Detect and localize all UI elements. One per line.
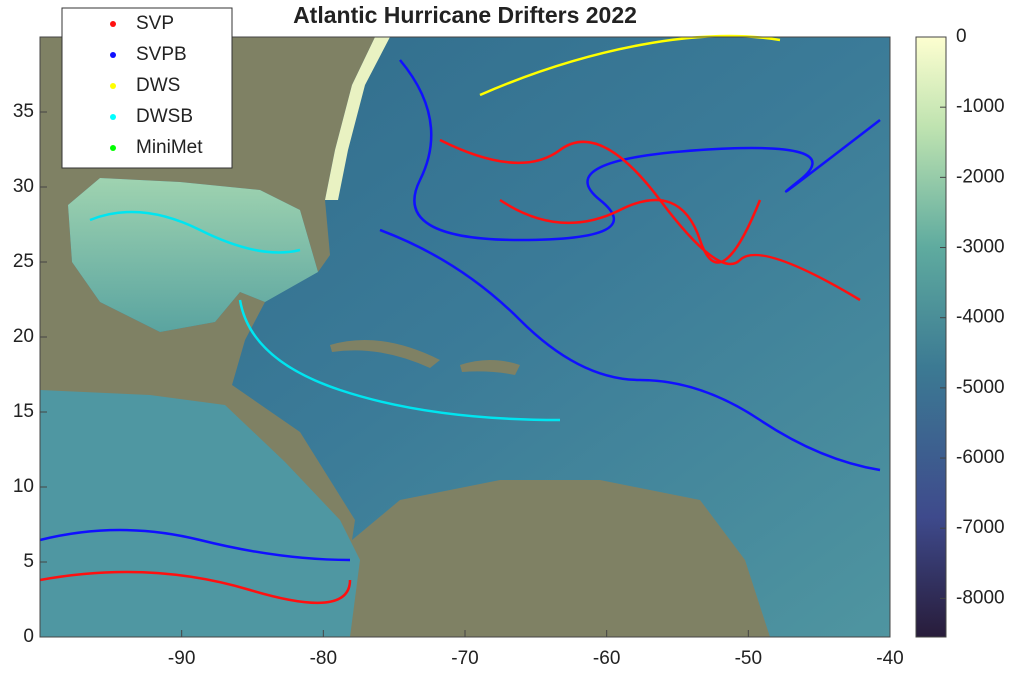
colorbar [915,36,947,638]
legend-marker [110,52,116,58]
y-tick-label: 10 [13,476,34,497]
track [399,59,881,242]
track [379,228,881,472]
y-tick-label: 0 [23,626,34,647]
colorbar-tick-label: -6000 [956,447,1005,468]
legend-label: MiniMet [136,137,203,158]
legend-label: SVP [136,13,174,34]
colorbar-tick-label: -4000 [956,307,1005,328]
track [479,34,781,97]
gulf-of-mexico [68,178,318,332]
legend-label: DWS [136,75,180,96]
track [39,528,351,562]
x-tick-label: -90 [168,648,195,669]
y-tick-label: 5 [23,551,34,572]
legend-marker [110,21,116,27]
x-tick-label: -60 [593,648,620,669]
y-tick-label: 35 [13,101,34,122]
legend-marker [110,83,116,89]
y-tick-label: 20 [13,326,34,347]
x-tick-label: -40 [876,648,903,669]
legend [61,7,233,169]
x-tick-label: -80 [310,648,337,669]
drifter-tracks [39,34,881,605]
cuba [330,340,440,368]
y-tick-label: 15 [13,401,34,422]
colorbar-tick-label: -1000 [956,96,1005,117]
colorbar-tick-label: 0 [956,26,967,47]
track [39,570,352,605]
pacific-ocean [40,390,360,637]
chart-title: Atlantic Hurricane Drifters 2022 [293,2,637,28]
x-tick-label: -50 [735,648,762,669]
track [89,210,561,422]
colorbar-tick-label: -5000 [956,377,1005,398]
y-tick-label: 25 [13,251,34,272]
colorbar-tick-label: -3000 [956,237,1005,258]
shelf [325,37,390,200]
track [499,198,762,264]
legend-label: DWSB [136,106,193,127]
legend-label: SVPB [136,44,187,65]
hispaniola [460,360,520,375]
x-tick-label: -70 [451,648,478,669]
legend-marker [110,145,116,151]
atlantic-ocean [68,37,890,637]
colorbar-tick-label: -2000 [956,166,1005,187]
y-tick-label: 30 [13,176,34,197]
colorbar-tick-label: -8000 [956,587,1005,608]
colorbar-tick-label: -7000 [956,517,1005,538]
legend-marker [110,114,116,120]
